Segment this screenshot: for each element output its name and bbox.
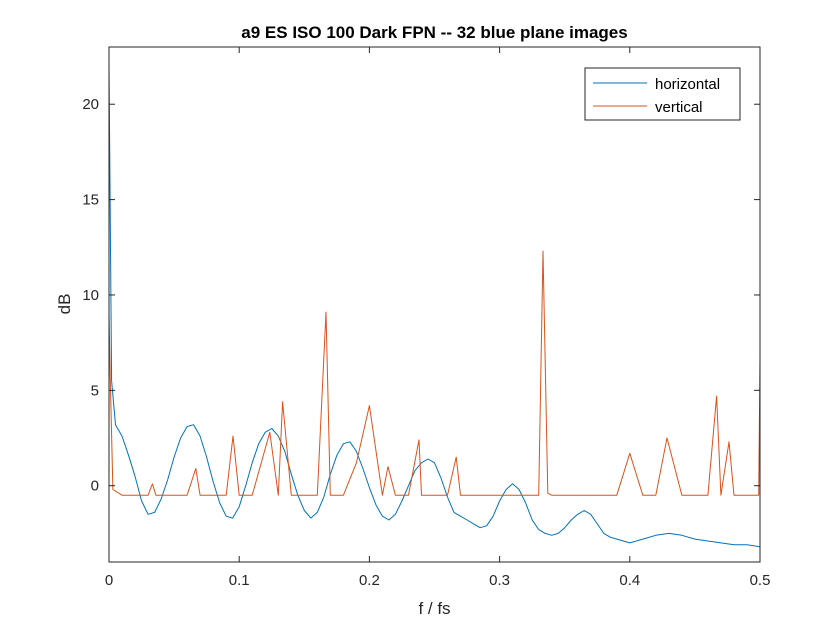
y-tick-label: 0	[91, 478, 99, 495]
x-tick-label: 0.5	[750, 572, 771, 589]
x-tick-label: 0.3	[489, 572, 510, 589]
series-line-vertical	[108, 250, 761, 496]
x-tick-label: 0	[105, 572, 113, 589]
y-axis-label: dB	[55, 294, 74, 315]
y-tick-label: 10	[82, 287, 99, 304]
x-tick-label: 0.4	[619, 572, 640, 589]
y-tick-label: 20	[82, 96, 99, 113]
x-tick-label: 0.1	[229, 572, 250, 589]
y-tick-label: 5	[91, 382, 99, 399]
legend-label-vertical: vertical	[655, 99, 703, 116]
chart-title: a9 ES ISO 100 Dark FPN -- 32 blue plane …	[241, 23, 627, 42]
x-axis-label: f / fs	[418, 599, 450, 618]
legend-label-horizontal: horizontal	[655, 76, 720, 93]
y-tick-label: 15	[82, 192, 99, 209]
axes-layer: 0 0.1 0.2 0.3 0.4 0.5 0 5 10 15 20	[82, 46, 771, 589]
legend: horizontal vertical	[584, 67, 741, 121]
legend-box	[584, 67, 741, 121]
x-tick-label: 0.2	[359, 572, 380, 589]
plot-area	[109, 47, 760, 562]
series-layer	[108, 66, 761, 548]
series-line-horizontal	[108, 66, 761, 548]
axes-box	[108, 46, 761, 563]
